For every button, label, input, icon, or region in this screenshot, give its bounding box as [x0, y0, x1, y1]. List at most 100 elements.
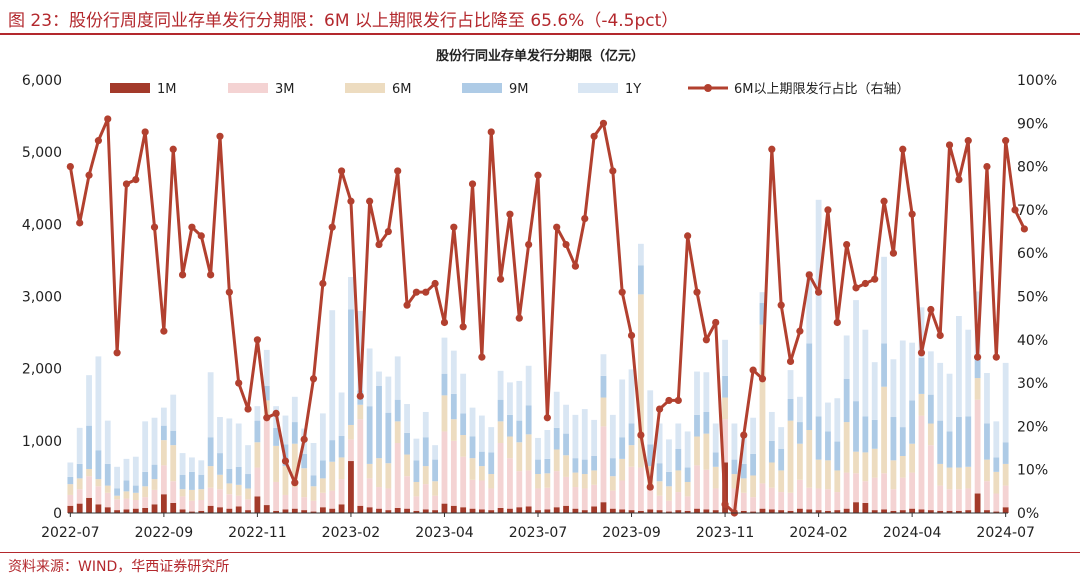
bar-1M-4	[104, 507, 111, 513]
bar-6M-28	[329, 461, 336, 491]
bar-6M-47	[507, 436, 513, 459]
bar-3M-24	[291, 487, 298, 509]
bar-9M-95	[956, 417, 962, 468]
y-left-tick-label: 4,000	[22, 217, 62, 233]
ratio-point-23	[281, 457, 290, 465]
bar-1M-74	[759, 508, 766, 513]
bar-1M-61	[637, 510, 644, 513]
bar-9M-34	[385, 412, 392, 464]
bar-6M-4	[104, 485, 111, 493]
bar-1Y-87	[881, 256, 887, 344]
bar-9M-44	[478, 451, 485, 467]
bar-6M-85	[862, 452, 869, 482]
bar-3M-15	[207, 487, 214, 506]
bar-3M-6	[123, 498, 130, 510]
bar-1Y-100	[1002, 362, 1009, 443]
bar-3M-81	[825, 489, 831, 511]
ratio-point-12	[178, 271, 187, 279]
ratio-point-73	[749, 366, 757, 374]
ratio-point-30	[347, 197, 355, 205]
chart-title: 股份行同业存单发行分期限（亿元）	[436, 48, 644, 64]
bar-1M-63	[656, 510, 663, 513]
bar-1Y-62	[647, 390, 654, 445]
bar-3M-9	[151, 489, 158, 505]
ratio-point-32	[366, 197, 374, 205]
bar-1M-9	[151, 504, 158, 513]
bar-1Y-27	[319, 413, 326, 461]
ratio-point-65	[674, 396, 682, 405]
ratio-point-66	[684, 232, 692, 240]
bar-3M-93	[937, 485, 944, 511]
bar-3M-65	[675, 492, 682, 511]
bar-6M-45	[488, 474, 495, 489]
ratio-point-81	[824, 206, 832, 214]
bar-6M-87	[881, 386, 887, 474]
bar-6M-8	[142, 486, 149, 498]
bar-6M-86	[871, 448, 878, 478]
bar-6M-91	[918, 393, 925, 416]
bar-1M-59	[619, 509, 626, 513]
bar-1Y-75	[768, 411, 775, 441]
bar-3M-64	[666, 500, 672, 512]
ratio-point-60	[627, 331, 636, 340]
ratio-point-72	[740, 431, 748, 439]
ratio-point-92	[927, 305, 935, 314]
bar-1M-35	[394, 507, 401, 513]
bar-6M-76	[778, 470, 785, 493]
bar-1Y-78	[796, 396, 803, 423]
bar-1Y-67	[694, 371, 700, 415]
bar-9M-21	[263, 385, 270, 401]
bar-9M-41	[450, 393, 457, 420]
bar-9M-49	[525, 405, 532, 435]
ratio-point-24	[291, 479, 299, 487]
bars-layer	[67, 199, 1009, 513]
bar-6M-57	[600, 397, 607, 427]
bar-1M-32	[366, 507, 373, 513]
bar-3M-62	[647, 487, 654, 510]
bar-9M-69	[712, 452, 719, 467]
ratio-point-17	[225, 288, 233, 296]
bar-9M-4	[104, 463, 111, 486]
bar-1Y-7	[132, 456, 139, 486]
bar-3M-48	[516, 471, 523, 508]
bar-1M-19	[245, 510, 251, 513]
bar-3M-54	[572, 487, 579, 509]
ratio-point-38	[422, 288, 430, 296]
bar-6M-100	[1002, 463, 1009, 486]
bar-1Y-50	[535, 437, 541, 460]
bar-1M-5	[114, 510, 120, 513]
bar-1Y-51	[544, 430, 551, 459]
bar-3M-8	[142, 497, 149, 508]
ratio-point-70	[721, 500, 729, 508]
y-right-tick-label: 60%	[1017, 246, 1048, 262]
ratio-point-58	[609, 167, 617, 175]
bar-9M-45	[488, 452, 495, 475]
ratio-point-3	[94, 137, 102, 145]
bar-9M-43	[469, 436, 476, 459]
bar-6M-54	[572, 472, 579, 488]
y-right-tick-label: 10%	[1017, 463, 1048, 479]
bar-9M-38	[422, 437, 429, 467]
y-right-tick-label: 0%	[1017, 506, 1039, 522]
bar-1M-55	[581, 510, 588, 513]
bar-1M-99	[993, 511, 1000, 513]
bar-1Y-14	[198, 460, 205, 475]
bar-9M-28	[329, 440, 336, 462]
y-right-tick-label: 20%	[1017, 419, 1048, 435]
ratio-point-45	[487, 128, 495, 136]
ratio-point-53	[562, 240, 570, 249]
legend-label-1M: 1M	[157, 82, 177, 97]
ratio-point-14	[197, 232, 205, 240]
bar-1M-97	[974, 493, 981, 513]
bar-1Y-34	[385, 376, 392, 413]
bar-1Y-30	[348, 277, 354, 310]
bar-6M-25	[301, 468, 308, 498]
bar-3M-49	[525, 470, 532, 507]
bar-1Y-11	[170, 394, 177, 431]
bar-1Y-59	[619, 379, 626, 438]
bar-1M-33	[376, 508, 382, 513]
bar-3M-17	[226, 494, 233, 509]
bar-9M-79	[806, 343, 813, 431]
bar-9M-64	[666, 471, 672, 487]
bar-9M-65	[675, 448, 682, 471]
